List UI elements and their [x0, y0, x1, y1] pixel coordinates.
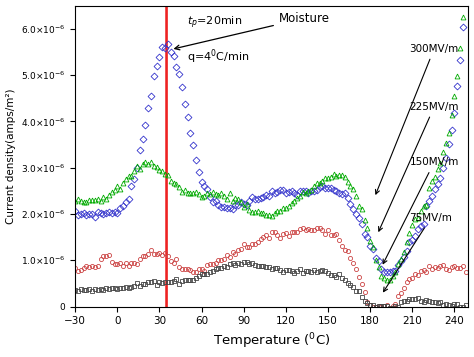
- Text: $t_p$=20min: $t_p$=20min: [187, 15, 242, 31]
- Text: 225MV/m: 225MV/m: [379, 102, 459, 231]
- Text: 75MV/m: 75MV/m: [383, 213, 452, 292]
- Text: Moisture: Moisture: [175, 12, 330, 50]
- X-axis label: Temperature ($^0$C): Temperature ($^0$C): [213, 332, 330, 351]
- Text: 300MV/m: 300MV/m: [375, 44, 459, 194]
- Y-axis label: Current density(amps/m²): Current density(amps/m²): [6, 88, 16, 224]
- Text: q=4$^0$C/min: q=4$^0$C/min: [187, 48, 250, 66]
- Text: 150MV/m: 150MV/m: [383, 157, 459, 263]
